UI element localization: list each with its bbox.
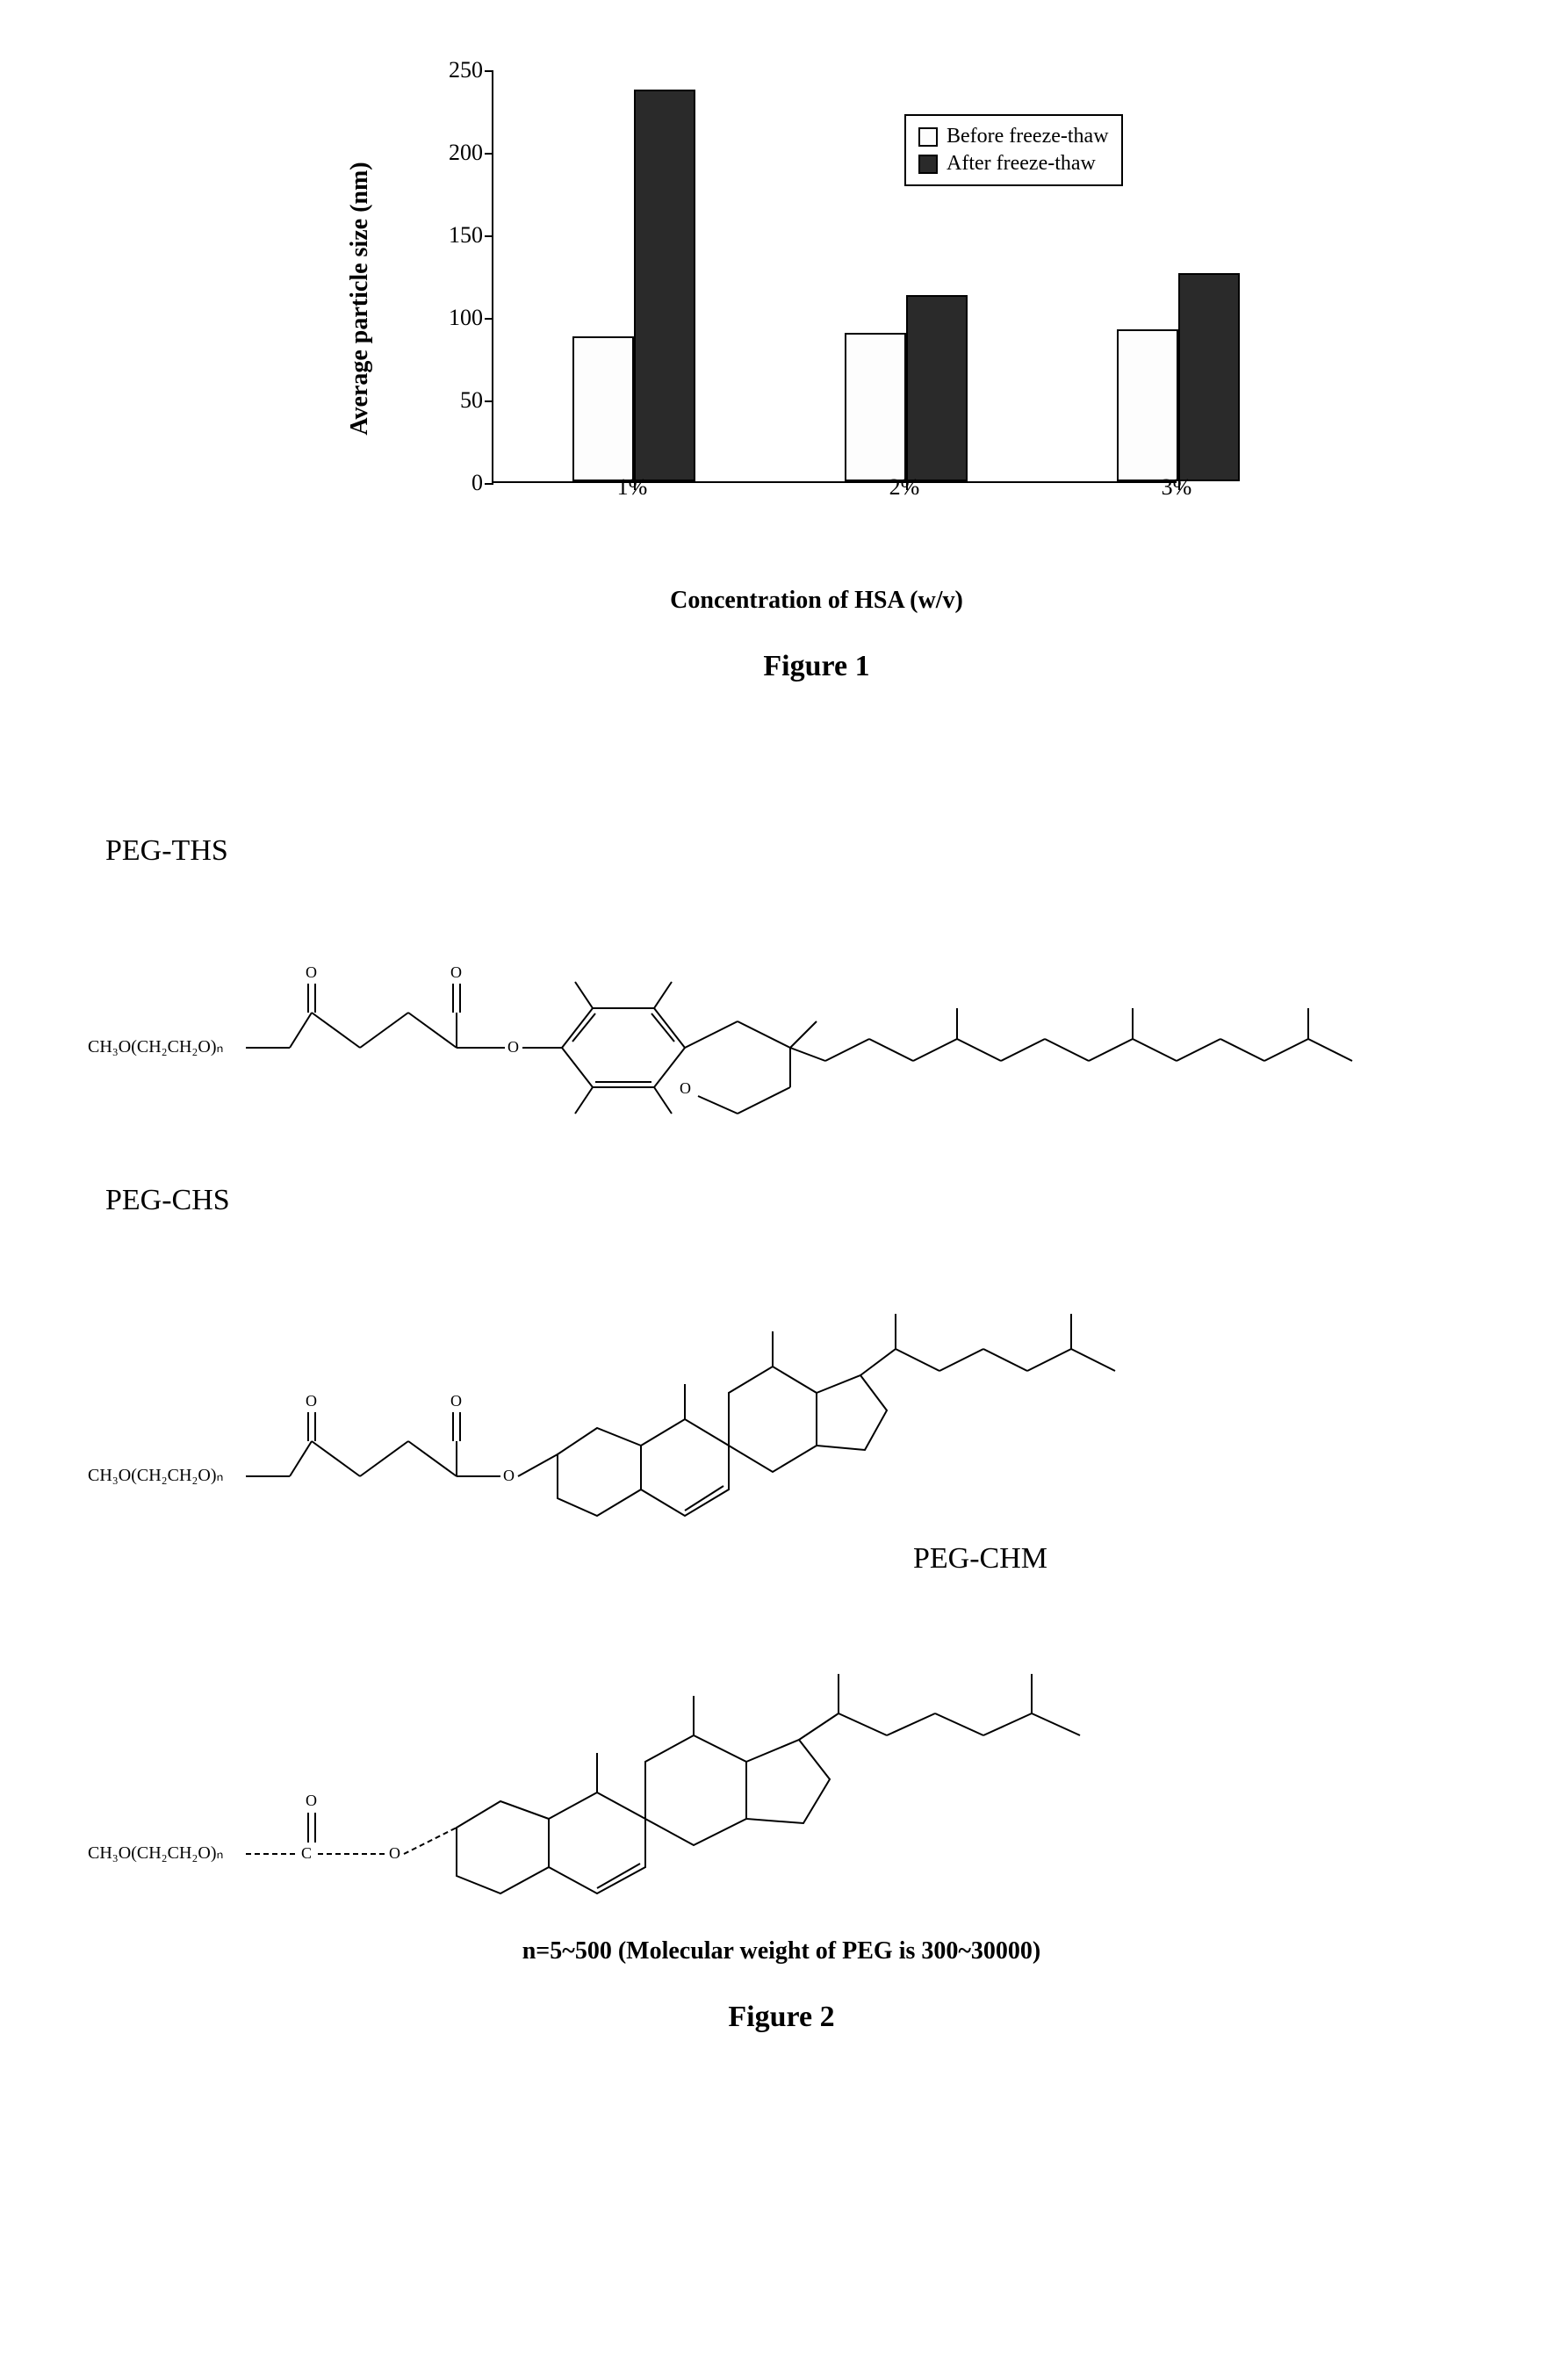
structure-peg-ths: CH₃O(CH₂CH₂O)ₙ O O O	[70, 876, 1475, 1158]
compound-label-peg-chm: PEG-CHM	[913, 1542, 1047, 1576]
bar-after	[634, 90, 695, 481]
figure-2-caption: Figure 2	[70, 2001, 1493, 2034]
svg-text:O: O	[507, 1038, 519, 1056]
x-tick-label: 3%	[1162, 474, 1192, 501]
y-tick	[485, 400, 493, 402]
y-tick	[485, 483, 493, 485]
svg-text:O: O	[680, 1079, 691, 1097]
y-tick	[485, 318, 493, 320]
chart-legend: Before freeze-thaw After freeze-thaw	[904, 114, 1123, 186]
peg-formula-text: CH₃O(CH₂CH₂O)ₙ	[88, 1466, 223, 1485]
legend-row: Before freeze-thaw	[918, 123, 1109, 150]
compound-label-peg-ths: PEG-THS	[105, 834, 1493, 868]
y-tick	[485, 70, 493, 72]
svg-text:O: O	[306, 1392, 317, 1410]
structure-peg-chs: CH₃O(CH₂CH₂O)ₙ O O O	[70, 1226, 1475, 1542]
bar-before	[572, 336, 634, 481]
legend-label: Before freeze-thaw	[947, 125, 1109, 148]
legend-swatch	[918, 127, 938, 147]
y-tick-label: 100	[421, 305, 483, 331]
y-axis-label: Average particle size (nm)	[346, 162, 374, 435]
svg-text:O: O	[306, 1792, 317, 1809]
bar-before	[845, 333, 906, 481]
bar-after	[1178, 273, 1240, 481]
bar-before	[1117, 329, 1178, 481]
peg-formula-text: CH₃O(CH₂CH₂O)ₙ	[88, 1843, 223, 1863]
legend-label: After freeze-thaw	[947, 152, 1096, 176]
svg-text:O: O	[503, 1467, 515, 1484]
y-tick-label: 200	[421, 140, 483, 166]
legend-swatch	[918, 155, 938, 174]
chart-area: Average particle size (nm) Concentration…	[421, 53, 1212, 545]
y-tick	[485, 235, 493, 237]
y-tick-label: 50	[421, 387, 483, 414]
compound-label-peg-chs: PEG-CHS	[105, 1184, 1493, 1217]
y-tick-label: 150	[421, 222, 483, 249]
legend-row: After freeze-thaw	[918, 150, 1109, 177]
bar-after	[906, 295, 968, 481]
x-tick-label: 2%	[889, 474, 920, 501]
figure-1-container: Average particle size (nm) Concentration…	[334, 53, 1299, 683]
figure-2-footnote: n=5~500 (Molecular weight of PEG is 300~…	[70, 1937, 1493, 1965]
x-axis-label: Concentration of HSA (w/v)	[670, 587, 963, 615]
x-tick-label: 1%	[617, 474, 648, 501]
figure-1-caption: Figure 1	[334, 650, 1299, 683]
y-tick-label: 250	[421, 57, 483, 83]
peg-formula-text: CH₃O(CH₂CH₂O)ₙ	[88, 1037, 223, 1057]
y-tick-label: 0	[421, 470, 483, 496]
svg-text:C: C	[301, 1844, 312, 1862]
svg-text:O: O	[306, 963, 317, 981]
svg-text:O: O	[450, 1392, 462, 1410]
svg-text:O: O	[450, 963, 462, 981]
y-tick	[485, 153, 493, 155]
svg-text:O: O	[389, 1844, 400, 1862]
structure-peg-chm: CH₃O(CH₂CH₂O)ₙ C O O	[70, 1542, 1475, 1911]
figure-2-container: PEG-THS CH₃O(CH₂CH₂O)ₙ O O O	[70, 808, 1493, 2034]
